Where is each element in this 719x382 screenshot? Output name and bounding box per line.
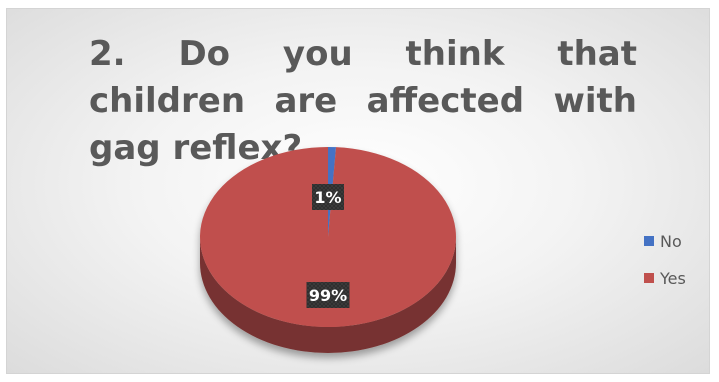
legend-item-no: No bbox=[644, 231, 686, 251]
legend-label-no: No bbox=[660, 231, 682, 251]
data-label-no: 1% bbox=[314, 188, 341, 207]
data-label-box-yes bbox=[306, 282, 350, 308]
pie-side bbox=[200, 237, 456, 353]
pie-slice-yes bbox=[200, 147, 456, 328]
data-label-yes: 99% bbox=[309, 286, 347, 305]
chart-area: 2. Do you think that children are affect… bbox=[6, 8, 710, 374]
legend-item-yes: Yes bbox=[644, 268, 686, 288]
legend-swatch-yes bbox=[644, 273, 654, 283]
chart-title: 2. Do you think that children are affect… bbox=[89, 34, 637, 168]
pie-body bbox=[200, 147, 456, 353]
legend-label-yes: Yes bbox=[660, 268, 686, 288]
pie-chart: 1% 99% bbox=[200, 147, 456, 353]
legend: No Yes bbox=[644, 231, 686, 305]
legend-swatch-no bbox=[644, 236, 654, 246]
data-label-box-no bbox=[312, 184, 344, 210]
